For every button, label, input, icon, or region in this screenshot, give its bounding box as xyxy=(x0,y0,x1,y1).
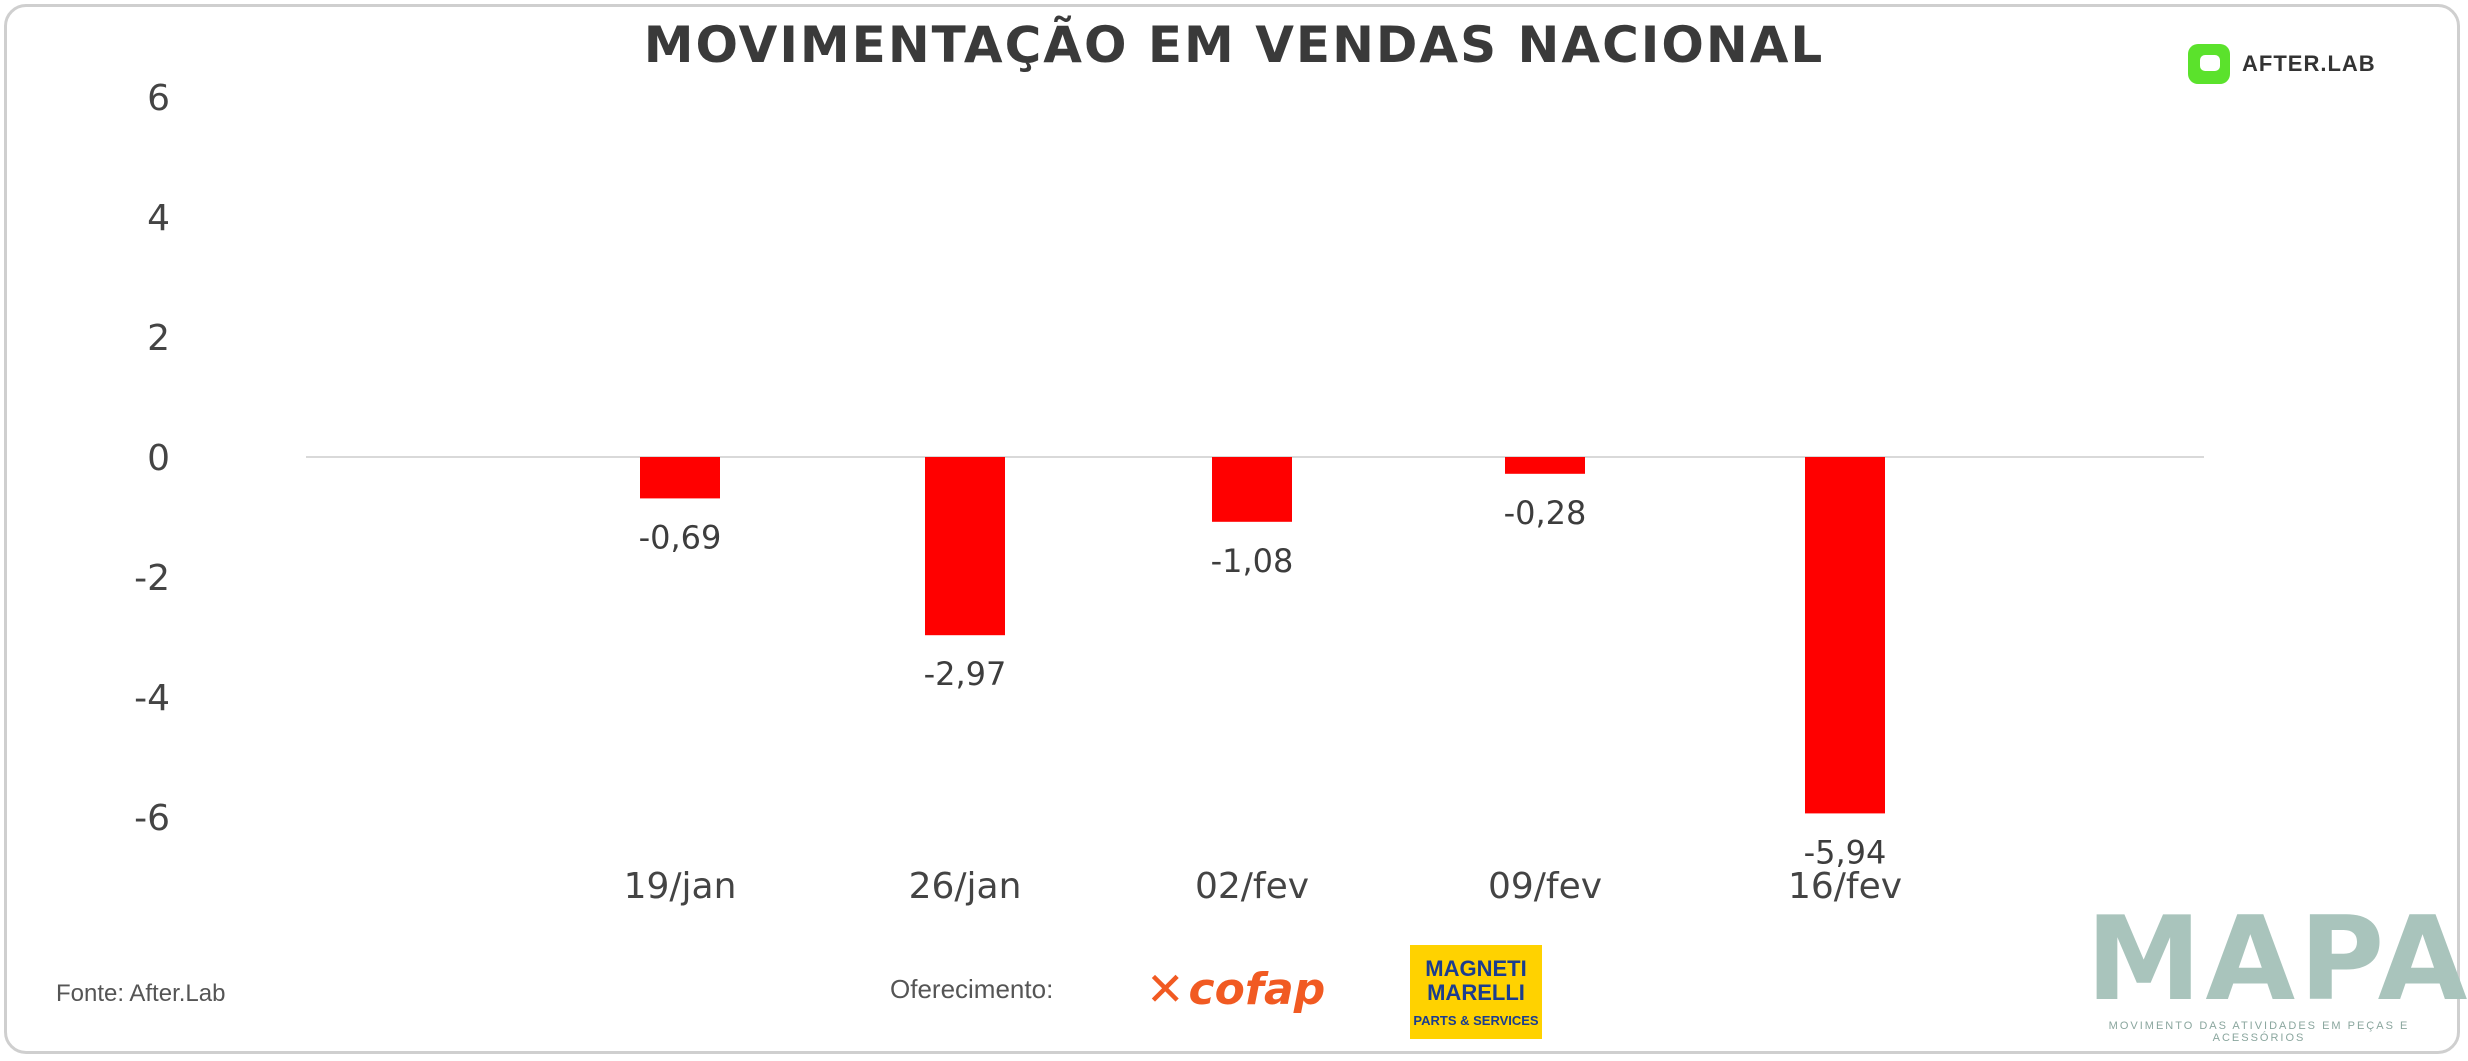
mapa-wordmark: MAPA xyxy=(2086,892,2468,1027)
cofap-logo: ✕ cofap xyxy=(1146,962,1325,1016)
y-tick-label: -6 xyxy=(134,798,170,839)
cofap-x-icon: ✕ xyxy=(1146,962,1185,1016)
offered-by-label: Oferecimento: xyxy=(890,974,1054,1004)
y-tick-label: 4 xyxy=(147,198,170,239)
y-tick-label: 2 xyxy=(147,318,170,359)
chart-title: MOVIMENTAÇÃO EM VENDAS NACIONAL xyxy=(643,16,1825,74)
x-tick-label: 16/fev xyxy=(1788,866,1902,907)
y-tick-label: -2 xyxy=(134,558,170,599)
mm-line-2: MARELLI xyxy=(1427,979,1525,1005)
data-label: -2,97 xyxy=(924,655,1007,693)
y-tick-label: 6 xyxy=(147,78,170,119)
x-tick-label: 09/fev xyxy=(1488,866,1602,907)
data-label: -0,28 xyxy=(1504,494,1587,532)
afterlab-logo-icon xyxy=(2188,44,2230,84)
bar xyxy=(1505,457,1585,474)
data-label: -0,69 xyxy=(639,518,722,556)
x-tick-label: 02/fev xyxy=(1195,866,1309,907)
mapa-tagline: MOVIMENTO DAS ATIVIDADES EM PEÇAS E ACES… xyxy=(2108,1020,2410,1044)
x-tick-label: 26/jan xyxy=(909,866,1022,907)
afterlab-logo-text: AFTER.LAB xyxy=(2242,51,2376,76)
bar xyxy=(925,457,1005,636)
y-tick-label: 0 xyxy=(147,438,170,479)
mm-line-1: MAGNETI xyxy=(1425,955,1527,981)
afterlab-logo: AFTER.LAB xyxy=(2188,42,2376,86)
bar xyxy=(640,457,720,499)
mapa-logo: MAPA MOVIMENTO DAS ATIVIDADES EM PEÇAS E… xyxy=(2086,892,2468,1045)
chart-frame xyxy=(4,4,2460,1054)
bar xyxy=(1212,457,1292,522)
mm-tagline: PARTS & SERVICES xyxy=(1413,1012,1539,1028)
data-label: -1,08 xyxy=(1211,542,1294,580)
data-label: -5,94 xyxy=(1804,833,1887,871)
magneti-marelli-logo: MAGNETI MARELLI PARTS & SERVICES xyxy=(1410,945,1542,1039)
x-tick-label: 19/jan xyxy=(624,866,737,907)
cofap-wordmark: cofap xyxy=(1188,963,1326,1015)
bar xyxy=(1805,457,1885,814)
source-note: Fonte: After.Lab xyxy=(56,980,226,1007)
y-tick-label: -4 xyxy=(134,678,170,719)
